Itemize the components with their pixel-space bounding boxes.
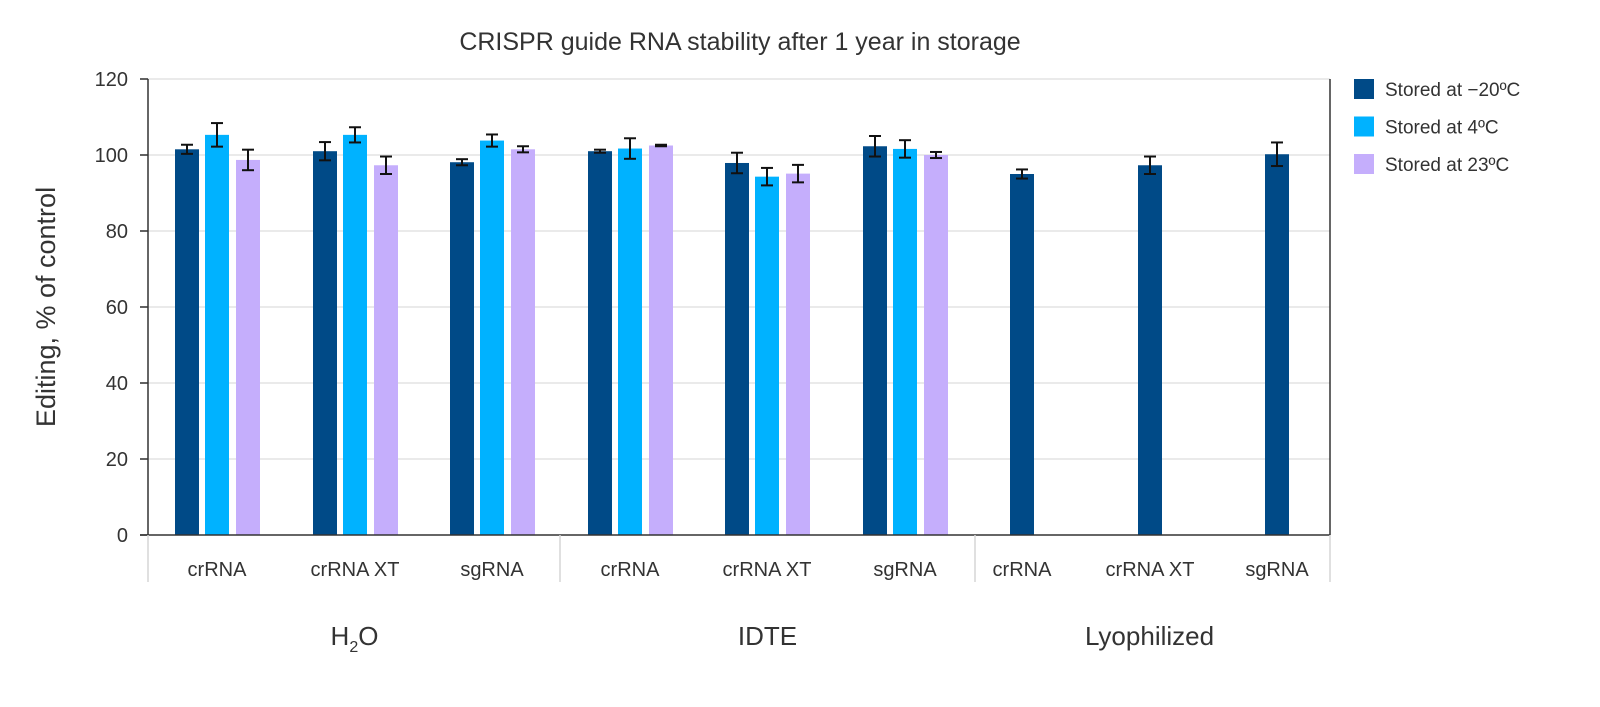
- legend-item: Stored at −20ºC: [1354, 79, 1520, 101]
- error-bar: [731, 151, 743, 175]
- y-tick-label: 0: [117, 525, 128, 547]
- error-bar: [242, 148, 254, 172]
- error-bar: [930, 150, 942, 160]
- x-tick-label: crRNA: [601, 559, 661, 581]
- error-bar: [486, 133, 498, 148]
- error-bar: [655, 143, 667, 148]
- error-bar: [899, 139, 911, 159]
- x-tick-label: sgRNA: [1245, 559, 1309, 581]
- error-bar: [869, 135, 881, 158]
- error-bar: [380, 155, 392, 175]
- legend-swatch: [1354, 79, 1374, 99]
- bar: [863, 146, 887, 535]
- x-tick-label: crRNA XT: [723, 559, 812, 581]
- y-tick-label: 100: [95, 145, 128, 167]
- bar: [588, 151, 612, 535]
- bar: [1138, 165, 1162, 535]
- bars: [175, 122, 1289, 536]
- legend-swatch: [1354, 116, 1374, 137]
- bar: [725, 162, 749, 536]
- bar: [313, 151, 337, 535]
- bar: [343, 134, 367, 536]
- bar: [511, 149, 535, 536]
- bar: [786, 173, 810, 535]
- y-tick-label: 80: [106, 221, 128, 243]
- bar: [924, 155, 948, 535]
- x-tick-label: sgRNA: [873, 559, 937, 581]
- error-bar: [1016, 168, 1028, 180]
- axes: 0 20 40 60 80 100 120 crRNA crRNA XT sgRNA H2O crRN…: [95, 69, 1331, 656]
- error-bar: [211, 122, 223, 148]
- error-bar: [594, 148, 606, 154]
- x-tick-label: crRNA XT: [311, 559, 400, 581]
- legend-label: Stored at 23ºC: [1385, 155, 1509, 176]
- legend: Stored at −20ºC Stored at 4ºC Stored at 23…: [1354, 79, 1520, 176]
- error-bar: [349, 126, 361, 144]
- bar: [450, 162, 474, 535]
- error-bar: [1271, 141, 1283, 168]
- legend-label: Stored at −20ºC: [1385, 80, 1520, 101]
- error-bar: [456, 158, 468, 167]
- legend-swatch: [1354, 154, 1374, 174]
- error-bar: [517, 145, 529, 154]
- y-tick-label: 60: [106, 297, 128, 319]
- x-tick-label: crRNA: [188, 559, 248, 581]
- error-bar: [181, 143, 193, 155]
- bar: [236, 159, 260, 535]
- bar: [755, 176, 779, 535]
- bar: [175, 149, 199, 536]
- error-bar: [1144, 155, 1156, 175]
- legend-label: Stored at 4ºC: [1385, 118, 1499, 139]
- x-tick-label: crRNA XT: [1106, 559, 1195, 581]
- legend-item: Stored at 4ºC: [1354, 116, 1499, 139]
- group-label: Lyophilized: [1085, 621, 1214, 651]
- chart-title: CRISPR guide RNA stability after 1 year …: [459, 28, 1020, 56]
- x-tick-label: sgRNA: [460, 559, 524, 581]
- bar: [1010, 174, 1034, 535]
- legend-item: Stored at 23ºC: [1354, 154, 1509, 176]
- bar: [374, 165, 398, 535]
- bar: [205, 134, 229, 536]
- group-label: IDTE: [738, 621, 797, 651]
- bar: [618, 148, 642, 536]
- bar: [649, 145, 673, 535]
- group-label: H2O: [331, 621, 379, 656]
- error-bar: [761, 166, 773, 187]
- y-tick-label: 40: [106, 373, 128, 395]
- x-tick-label: crRNA: [993, 559, 1053, 581]
- y-axis-label: Editing, % of control: [31, 187, 61, 427]
- y-tick-label: 20: [106, 449, 128, 471]
- error-bar: [319, 141, 331, 162]
- bar: [893, 148, 917, 536]
- bar: [1265, 154, 1289, 536]
- error-bar: [792, 163, 804, 184]
- bar: [480, 140, 504, 535]
- error-bar: [624, 137, 636, 160]
- y-tick-label: 120: [95, 69, 128, 91]
